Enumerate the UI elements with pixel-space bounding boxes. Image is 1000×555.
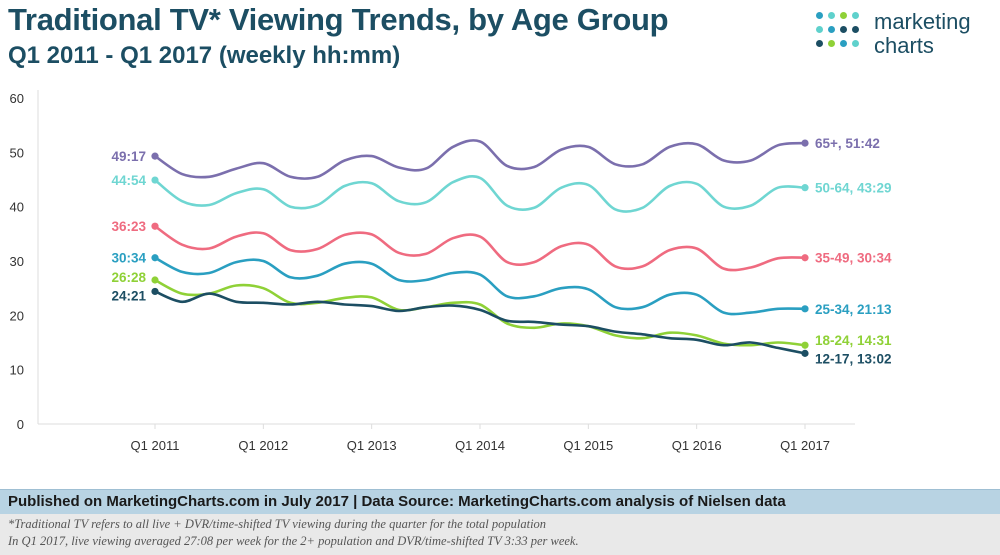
chart-subtitle: Q1 2011 - Q1 2017 (weekly hh:mm) <box>8 42 401 69</box>
series-start-marker <box>151 254 159 262</box>
series-end-label: 50-64, 43:29 <box>815 181 892 196</box>
series-end-marker <box>801 254 809 262</box>
logo-dot <box>828 40 835 47</box>
y-tick-label: 60 <box>10 91 24 106</box>
series-line-50-64 <box>154 175 806 213</box>
logo-dots-icon <box>816 12 864 58</box>
logo-line-1: marketing <box>874 9 971 34</box>
logo-dot <box>840 12 847 19</box>
series-end-label: 65+, 51:42 <box>815 136 880 151</box>
series-start-marker <box>151 276 159 284</box>
y-tick-label: 50 <box>10 145 24 160</box>
series-start-label: 44:54 <box>111 173 146 188</box>
x-tick-label: Q1 2012 <box>238 438 288 453</box>
series-end-marker <box>801 349 809 357</box>
x-tick-label: Q1 2011 <box>131 438 180 453</box>
logo-wordmark: marketing charts <box>874 10 971 58</box>
logo-line-2: charts <box>874 33 934 58</box>
footnote-1: *Traditional TV refers to all live + DVR… <box>8 517 547 531</box>
footnote-2: In Q1 2017, live viewing averaged 27:08 … <box>8 534 579 548</box>
logo-dot <box>840 40 847 47</box>
marketingcharts-logo[interactable]: marketing charts <box>816 10 996 62</box>
series-line-12-17 <box>154 290 806 355</box>
y-tick-label: 0 <box>17 417 24 432</box>
chart-series <box>151 139 809 357</box>
logo-dot <box>852 26 859 33</box>
x-tick-label: Q1 2016 <box>672 438 722 453</box>
series-start-marker <box>151 176 159 184</box>
series-line-18-24 <box>154 278 806 347</box>
logo-dot <box>828 12 835 19</box>
chart-series-labels: 49:17 65+, 51:42 44:54 50-64, 43:29 36:23 35-… <box>111 136 892 366</box>
series-start-marker <box>151 152 159 160</box>
series-end-marker <box>801 139 809 147</box>
series-line-65+ <box>154 139 806 180</box>
y-tick-label: 40 <box>10 200 24 215</box>
line-chart: 0 10 20 30 40 50 60 Q1 2011 Q1 2012 Q1 2013 Q1 201… <box>10 90 892 453</box>
logo-dot <box>852 40 859 47</box>
series-end-marker <box>801 184 809 192</box>
series-end-label: 35-49, 30:34 <box>815 251 892 266</box>
series-start-label: 24:21 <box>111 288 146 303</box>
chart-axes: 0 10 20 30 40 50 60 Q1 2011 Q1 2012 Q1 2013 Q1 201… <box>10 90 855 453</box>
y-tick-label: 10 <box>10 363 24 378</box>
series-start-marker <box>151 222 159 230</box>
x-tick-label: Q1 2015 <box>563 438 613 453</box>
y-tick-label: 20 <box>10 308 24 323</box>
series-end-marker <box>801 305 809 313</box>
series-end-marker <box>801 341 809 349</box>
x-tick-label: Q1 2013 <box>347 438 397 453</box>
series-line-35-49 <box>154 225 806 272</box>
source-text: Published on MarketingCharts.com in July… <box>8 493 786 510</box>
logo-dot <box>816 26 823 33</box>
x-tick-label: Q1 2014 <box>455 438 505 453</box>
logo-dot <box>852 12 859 19</box>
logo-dot <box>816 40 823 47</box>
y-tick-label: 30 <box>10 254 24 269</box>
series-line-25-34 <box>154 256 806 316</box>
logo-dot <box>828 26 835 33</box>
logo-dot <box>816 12 823 19</box>
series-start-label: 30:34 <box>111 251 146 266</box>
series-start-label: 36:23 <box>111 219 146 234</box>
x-tick-label: Q1 2017 <box>780 438 830 453</box>
series-end-label: 25-34, 21:13 <box>815 302 892 317</box>
series-end-label: 12-17, 13:02 <box>815 351 892 366</box>
footnotes: *Traditional TV refers to all live + DVR… <box>0 514 1000 555</box>
series-start-label: 49:17 <box>111 149 146 164</box>
series-end-label: 18-24, 14:31 <box>815 333 892 348</box>
series-start-marker <box>151 287 159 296</box>
source-footer: Published on MarketingCharts.com in July… <box>0 489 1000 514</box>
logo-dot <box>840 26 847 33</box>
chart-title: Traditional TV* Viewing Trends, by Age G… <box>8 2 669 37</box>
series-start-label: 26:28 <box>111 270 146 285</box>
